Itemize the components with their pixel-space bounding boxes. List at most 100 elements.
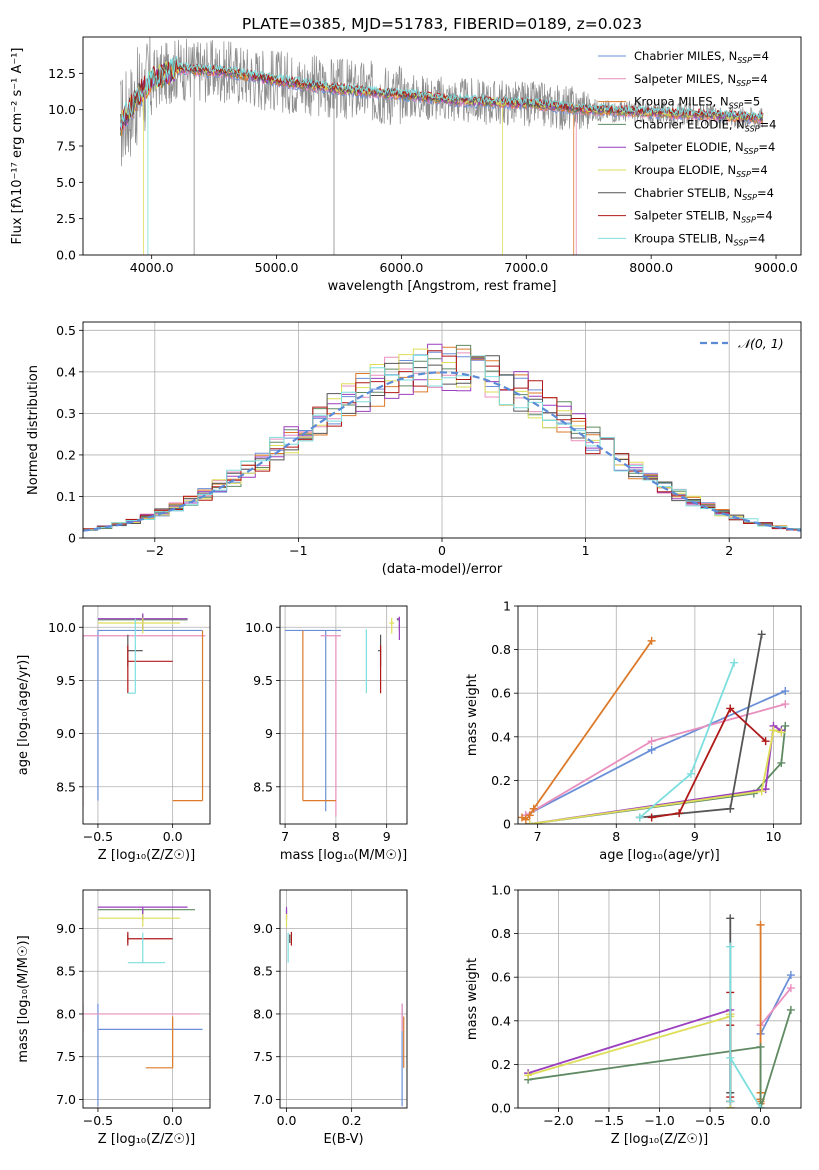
chart-mass-vs-ebv: 0.0 0.2 7.0 7.5 8.0 8.5 9.0 E(B-V) (253, 889, 408, 1147)
figure-title: PLATE=0385, MJD=51783, FIBERID=0189, z=0… (242, 15, 642, 33)
chart-mass-vs-Z: −0.5 0.0 7.0 7.5 8.0 8.5 9.0 Z [log₁₀(Z/Z☉)] mas… (16, 889, 211, 1147)
x-tick-label: −2.0 (543, 1113, 573, 1128)
y-tick-label: 8.0 (56, 1006, 76, 1021)
x-tick-label: 6000.0 (380, 260, 424, 275)
legend-label: Kroupa MILES, NSSP=5 (634, 95, 760, 111)
y-tick-label: 0.0 (491, 1101, 511, 1116)
series-line-kroupa-miles (521, 640, 653, 821)
errorbar-salpeter-elodie (396, 616, 400, 641)
errorbar-salpeter-stelib (127, 931, 173, 946)
data-point-marker (726, 1053, 735, 1062)
plot-area (120, 37, 764, 255)
axes-frame (279, 889, 408, 1109)
y-tick-label: 7.0 (56, 1092, 76, 1107)
y-tick-label: 9.0 (56, 921, 76, 936)
x-axis-label: Z [log₁₀(Z/Z☉)] (611, 1132, 708, 1147)
x-axis-label: Z [log₁₀(Z/Z☉)] (98, 848, 195, 863)
data-point-marker (524, 1071, 533, 1080)
x-tick-label: 1 (582, 543, 590, 558)
y-tick-label: 0.5 (56, 323, 76, 338)
y-tick-label: 0.8 (491, 642, 511, 657)
y-tick-label: 0.4 (491, 1013, 511, 1028)
y-tick-label: 0 (503, 817, 511, 832)
data-point-marker (525, 820, 534, 824)
errorbar-chabrier-miles (97, 1003, 203, 1107)
x-tick-label: 8 (612, 829, 620, 844)
axes-frame (279, 605, 408, 825)
x-tick-label: −2 (146, 543, 164, 558)
y-axis-label: age [log₁₀(age/yr)] (16, 655, 31, 776)
data-point-marker (521, 815, 530, 824)
axes-frame (82, 321, 802, 539)
data-point-marker (730, 658, 739, 667)
x-tick-label: 9 (691, 829, 699, 844)
legend-label: Salpeter STELIB, NSSP=4 (634, 209, 773, 225)
y-axis-label: mass weight (465, 958, 480, 1040)
y-tick-label: 0.3 (56, 406, 76, 421)
chart-weight-vs-Z: −2.0 −1.5 −1.0 −0.5 0.0 0.0 0.2 0.4 0.6 0.8 1.0 Z [… (465, 883, 802, 1147)
x-tick-label: 7000.0 (504, 260, 548, 275)
y-tick-label: 0.2 (491, 1057, 511, 1072)
y-tick-label: 2.5 (56, 211, 76, 226)
y-axis-label: mass weight (465, 674, 480, 756)
errorbar-chabrier-elodie (97, 909, 196, 914)
data-point-marker (769, 726, 778, 735)
legend-label: Chabrier STELIB, NSSP=4 (634, 186, 774, 202)
x-tick-label: −0.5 (83, 1113, 113, 1128)
histogram-salpeter-stelib (83, 350, 801, 531)
plot-area (83, 890, 210, 1108)
x-tick-label: 9 (383, 829, 391, 844)
axes-frame (82, 36, 802, 256)
errorbar-kroupa-stelib (127, 932, 166, 964)
chart-residuals: −2 −1 0 1 2 0 0.1 0.2 0.3 0.4 0.5 (data-model)/erro… (26, 321, 802, 577)
y-tick-label: 1 (503, 599, 511, 614)
data-point-marker (726, 942, 735, 951)
y-tick-label: 9.0 (253, 921, 273, 936)
legend-label: Kroupa ELODIE, NSSP=4 (634, 163, 768, 179)
series-line-chabrier-miles (525, 690, 786, 817)
y-tick-label: 12.5 (48, 66, 76, 81)
data-point-marker (781, 687, 790, 696)
x-tick-label: 8 (332, 829, 340, 844)
errorbar-kroupa-miles (172, 630, 204, 802)
data-point-marker (675, 809, 684, 818)
x-tick-label: 7 (534, 829, 542, 844)
chart-age-vs-mass: 7 8 9 8.5 9 9.5 10.0 mass [log₁₀(M/M☉)] (245, 605, 408, 863)
model-line-kroupa-stelib (120, 56, 763, 129)
data-point-marker (647, 737, 656, 746)
y-tick-label: 0.2 (491, 773, 511, 788)
data-point-marker (761, 737, 770, 746)
y-tick-label: 0 (68, 531, 76, 546)
chart-spectrum: 4000.0 5000.0 6000.0 7000.0 8000.0 9000.0 0.0 2… (10, 36, 802, 294)
errorbar-salpeter-miles (320, 635, 341, 817)
plot-area (83, 322, 801, 538)
y-tick-label: 0.8 (491, 926, 511, 941)
y-tick-label: 0.6 (491, 970, 511, 985)
y-tick-label: 7.5 (56, 139, 76, 154)
y-tick-label: 7.0 (253, 1092, 273, 1107)
errorbar-chabrier-miles (97, 629, 203, 801)
x-axis-label: (data-model)/error (382, 562, 503, 577)
chart-weight-vs-age: 7 8 9 10 0 0.2 0.4 0.6 0.8 1 age [log₁₀(age/yr)] ma… (465, 599, 802, 863)
x-tick-label: 0.0 (277, 1113, 297, 1128)
data-point-marker (786, 971, 795, 980)
data-point-marker (647, 813, 656, 822)
y-tick-label: 10.0 (48, 102, 76, 117)
data-point-marker (757, 787, 766, 796)
data-point-marker (786, 1005, 795, 1014)
x-tick-label: −0.5 (695, 1113, 725, 1128)
legend-label: Chabrier ELODIE, NSSP=4 (634, 117, 776, 133)
x-tick-label: 2 (725, 543, 733, 558)
y-tick-label: 8.5 (253, 779, 273, 794)
y-tick-label: 8.0 (253, 1006, 273, 1021)
x-axis-label: Z [log₁₀(Z/Z☉)] (98, 1132, 195, 1147)
y-tick-label: 9 (265, 726, 273, 741)
y-axis-label: mass [log₁₀(M/M☉)] (16, 935, 31, 1062)
data-point-marker (647, 636, 656, 645)
plot-area (280, 890, 407, 1108)
data-point-marker (635, 813, 644, 822)
y-tick-label: 9.5 (253, 673, 273, 688)
x-tick-label: 10 (766, 829, 782, 844)
plot-area (518, 606, 801, 824)
